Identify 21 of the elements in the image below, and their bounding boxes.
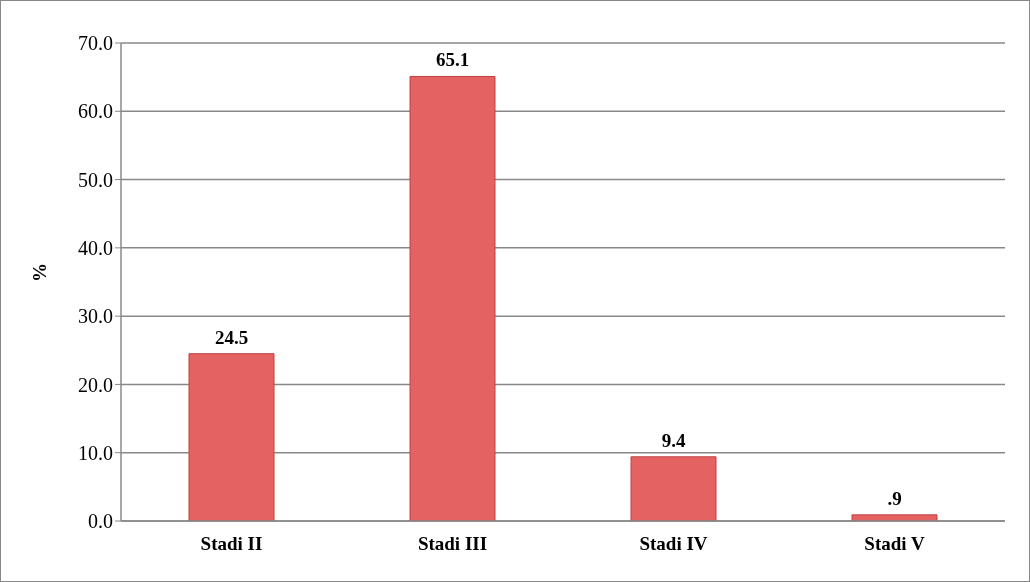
y-tick-label: 10.0	[78, 441, 113, 464]
data-label: 24.5	[214, 326, 249, 348]
data-label: 65.1	[435, 49, 470, 71]
y-tick-label: 20.0	[78, 373, 113, 396]
x-tick-label: Stadi IV	[639, 533, 708, 555]
y-tick-label: 0.0	[88, 510, 113, 533]
data-label: 9.4	[661, 429, 686, 451]
bar	[630, 456, 717, 521]
x-tick-label: Stadi V	[864, 533, 925, 555]
y-tick-label: 50.0	[78, 168, 113, 191]
y-tick-label: 30.0	[78, 305, 113, 328]
x-tick-label: Stadi II	[200, 533, 263, 555]
y-tick-label: 40.0	[78, 236, 113, 259]
y-tick-label: 70.0	[78, 32, 113, 55]
bar	[851, 514, 938, 521]
bar	[188, 353, 275, 521]
data-label: .9	[887, 487, 902, 509]
y-axis-title: %	[28, 263, 50, 282]
x-tick-label: Stadi III	[417, 533, 488, 555]
y-tick-label: 60.0	[78, 100, 113, 123]
bar	[409, 75, 496, 521]
